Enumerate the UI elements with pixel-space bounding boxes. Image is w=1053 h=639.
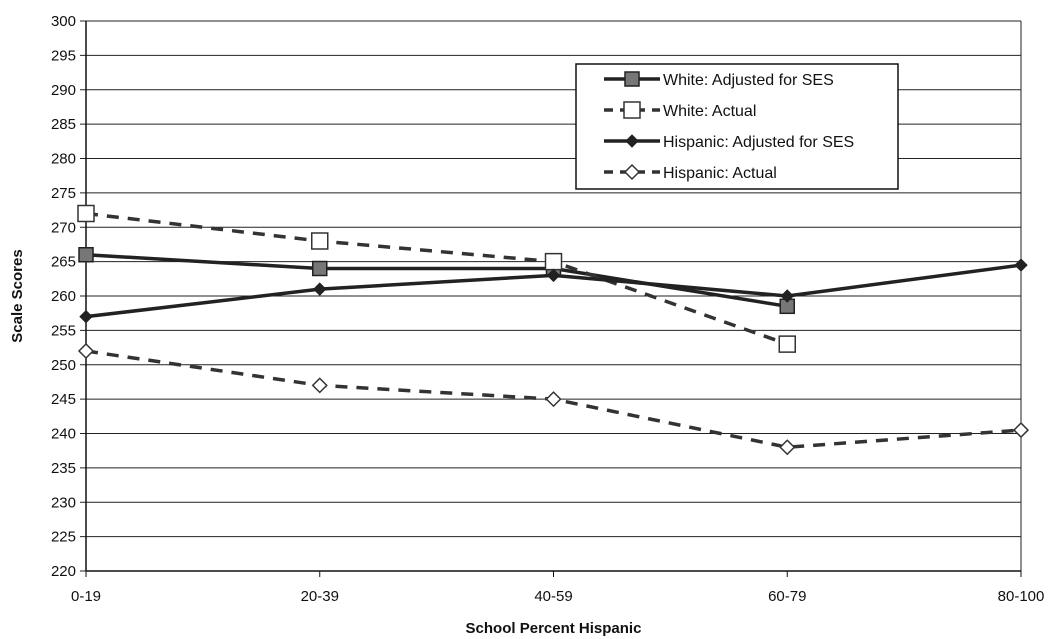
- legend-item: Hispanic: Adjusted for SES: [604, 134, 854, 151]
- legend-label: Hispanic: Adjusted for SES: [663, 134, 854, 151]
- x-tick-label: 40-59: [534, 588, 572, 605]
- data-point: [78, 247, 94, 263]
- legend-marker: [623, 101, 641, 119]
- legend-marker: [625, 134, 639, 148]
- legend-item: White: Adjusted for SES: [604, 71, 834, 89]
- x-tick-label: 20-39: [301, 588, 339, 605]
- data-point: [77, 342, 95, 360]
- legend-marker: [624, 71, 640, 87]
- series-white-actual: [77, 204, 796, 353]
- legend: White: Adjusted for SES White: Actual Hisp…: [575, 63, 899, 190]
- x-tick-label: 60-79: [768, 588, 806, 605]
- series-hispanic-adjusted-for-ses: [79, 258, 1028, 324]
- data-point: [313, 282, 327, 296]
- series-line: [85, 211, 788, 346]
- y-tick-label: 235: [51, 460, 76, 477]
- y-tick-label: 285: [51, 116, 76, 133]
- x-tick-label: 80-100: [998, 588, 1045, 605]
- legend-label: Hispanic: Actual: [663, 165, 777, 182]
- y-axis-title: Scale Scores: [9, 249, 26, 342]
- data-point: [1012, 422, 1030, 439]
- y-tick-label: 230: [51, 494, 76, 511]
- x-axis-title: School Percent Hispanic: [466, 620, 642, 637]
- y-tick-label: 290: [51, 82, 76, 99]
- y-tick-label: 295: [51, 47, 76, 64]
- y-tick-label: 220: [51, 563, 76, 580]
- data-point: [779, 439, 796, 456]
- x-axis-ticks: 0-19 20-39 40-59 60-79 80-100: [71, 571, 1044, 605]
- data-point: [79, 309, 93, 324]
- y-tick-label: 270: [51, 219, 76, 236]
- legend-label: White: Adjusted for SES: [663, 72, 834, 89]
- data-point: [311, 377, 328, 394]
- y-tick-label: 255: [51, 322, 76, 339]
- data-point: [544, 252, 563, 271]
- y-tick-label: 275: [51, 185, 76, 202]
- data-point: [1014, 258, 1028, 272]
- legend-item: Hispanic: Actual: [604, 163, 777, 182]
- data-point: [780, 289, 794, 303]
- series-group: [77, 204, 1030, 456]
- y-tick-label: 245: [51, 391, 76, 408]
- data-point: [545, 391, 562, 408]
- data-point: [311, 232, 329, 250]
- legend-item: White: Actual: [604, 101, 756, 120]
- x-tick-label: 0-19: [71, 588, 101, 605]
- y-tick-label: 280: [51, 151, 76, 168]
- y-tick-label: 260: [51, 288, 76, 305]
- legend-label: White: Actual: [663, 103, 756, 120]
- y-tick-label: 240: [51, 426, 76, 443]
- y-tick-label: 250: [51, 357, 76, 374]
- y-tick-label: 225: [51, 529, 76, 546]
- series-hispanic-actual: [77, 342, 1030, 456]
- data-point: [77, 204, 95, 223]
- y-axis-ticks: 220 225 230 235 240 245 250 255 260 265 270 275 280 2…: [51, 13, 86, 580]
- data-point: [778, 335, 796, 353]
- data-point: [546, 268, 561, 283]
- y-tick-label: 300: [51, 13, 76, 30]
- legend-marker: [623, 163, 641, 181]
- y-tick-label: 265: [51, 254, 76, 271]
- axes: [85, 21, 1022, 572]
- data-point: [312, 260, 328, 277]
